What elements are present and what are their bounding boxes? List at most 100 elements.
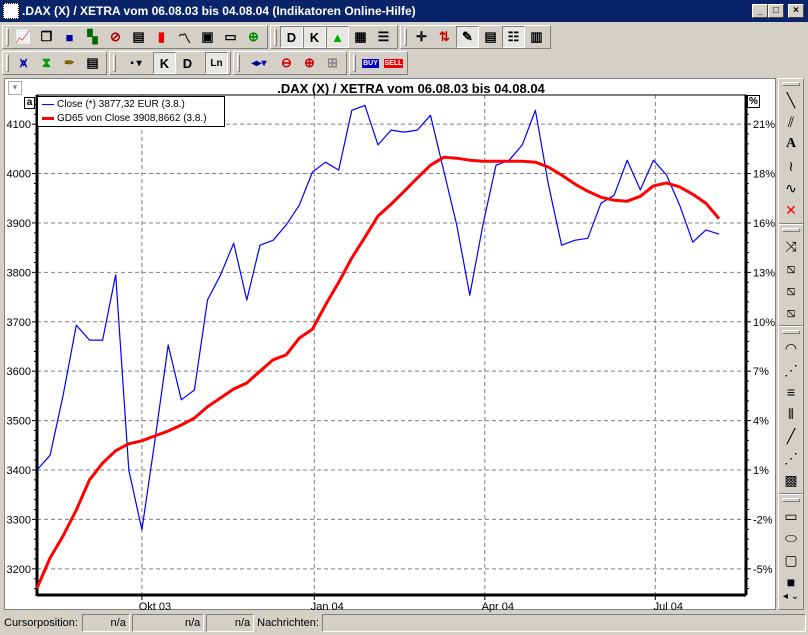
status-bar: Cursorposition: n/a n/a n/a Nachrichten:: [0, 612, 808, 634]
no-indicator-icon[interactable]: ⊘: [110, 29, 121, 44]
legend-swatch-blue: [42, 103, 54, 105]
indicator-icon[interactable]: ⩙: [19, 55, 28, 70]
filled-rect-icon[interactable]: ■: [786, 574, 796, 590]
triangle-icon[interactable]: ▲: [326, 26, 349, 48]
objects-icon[interactable]: ■: [65, 29, 74, 45]
point-style-dropdown[interactable]: ▪ ▾: [130, 57, 142, 69]
gd65-line: [35, 155, 721, 589]
zoom-in-icon[interactable]: ⊕: [304, 55, 315, 70]
messages-label: Nachrichten:: [257, 617, 319, 629]
crosshatch-icon[interactable]: ▩: [784, 471, 798, 488]
diagonal-line-icon[interactable]: ╱: [786, 427, 796, 444]
toolbar-group-chart-type: D K ▲ ▦ ☰: [270, 25, 398, 49]
toolbar-grip[interactable]: [782, 498, 800, 502]
app-icon[interactable]: [3, 3, 19, 19]
channel-e-icon[interactable]: ⧅: [786, 281, 796, 298]
crosshair-icon[interactable]: ✛: [416, 29, 427, 44]
add-chart-icon[interactable]: ⊕: [248, 29, 259, 44]
toolbar-grip[interactable]: [6, 54, 9, 72]
log-scale-button[interactable]: Ln: [205, 52, 228, 74]
close-line: [36, 104, 720, 531]
rounded-rect-icon[interactable]: ▢: [784, 551, 798, 568]
percent-scale-button[interactable]: %: [747, 95, 760, 108]
hourglass-icon[interactable]: ⧗: [41, 55, 52, 70]
chart-svg[interactable]: 3200 -5% 3300 -2% 3400 1% 3500 4% 3600 7% 3700 10% 3…: [0, 0, 778, 612]
daily-icon[interactable]: D: [280, 26, 303, 48]
toolbar-grip[interactable]: [782, 82, 800, 86]
lines-icon[interactable]: ☰: [377, 29, 390, 44]
new-chart-icon[interactable]: 📈: [15, 29, 32, 44]
toolbar-group-view: ▪ ▾ K D Ln: [109, 51, 231, 75]
gann-fan-icon[interactable]: ⋰: [784, 449, 798, 466]
properties-icon[interactable]: ▤: [86, 55, 99, 70]
zoom-out-icon[interactable]: ⊖: [281, 55, 292, 70]
chart-title: .DAX (X) / XETRA vom 06.08.03 bis 04.08.…: [277, 81, 545, 96]
maximize-button[interactable]: □: [768, 4, 784, 18]
sell-button[interactable]: SELL: [382, 52, 405, 74]
text-tool-icon[interactable]: A: [785, 136, 797, 151]
line-tool-icon[interactable]: ╲: [786, 91, 796, 108]
y2-tick-label: 18%: [753, 169, 775, 181]
y-tick-label: 4000: [7, 169, 31, 181]
bar-chart-icon[interactable]: ▮: [157, 29, 166, 44]
panel-icon[interactable]: ▥: [530, 29, 543, 44]
candle-k-button[interactable]: K: [153, 52, 176, 74]
windows-icon[interactable]: ❐: [40, 29, 53, 44]
toolbar-grip[interactable]: [353, 54, 356, 72]
y2-tick-label: -2%: [753, 514, 773, 526]
legend-swatch-red: [42, 116, 54, 120]
scroll-range-dropdown[interactable]: ◂▸▾: [251, 57, 267, 69]
pencil-icon[interactable]: ✎: [456, 26, 479, 48]
rectangle-icon[interactable]: ▭: [784, 507, 798, 524]
cursor-field-3: n/a: [206, 614, 255, 632]
toolbar-grip[interactable]: [113, 54, 116, 72]
y-tick-label: 3500: [7, 416, 31, 428]
minimize-button[interactable]: _: [752, 4, 768, 18]
certificate-icon[interactable]: ▣: [201, 29, 214, 44]
arrows-icon[interactable]: ⇅: [439, 29, 450, 44]
y-tick-label: 3600: [7, 366, 31, 378]
grid-icon[interactable]: ▦: [354, 29, 367, 44]
window-title: .DAX (X) / XETRA vom 06.08.03 bis 04.08.…: [22, 4, 416, 18]
tree-icon[interactable]: ▚: [87, 29, 98, 44]
ellipse-icon[interactable]: ⬭: [785, 529, 797, 546]
toolbar-scroll-arrows[interactable]: ◂ ⌄: [782, 590, 800, 602]
parallel-lines-icon[interactable]: ⫽: [787, 113, 795, 130]
fit-icon[interactable]: ⊞: [327, 55, 338, 70]
vertical-lines-icon[interactable]: ⦀: [787, 405, 795, 422]
x-tick-label: Okt 03: [139, 601, 171, 612]
channel-icon[interactable]: ⧅: [786, 303, 796, 320]
cursor-field-2: n/a: [131, 614, 205, 632]
toolbar-grip[interactable]: [237, 54, 240, 72]
toolbar-grip[interactable]: [782, 228, 800, 232]
freehand-icon[interactable]: ≀: [788, 157, 794, 174]
channel-g-icon[interactable]: ⧅: [786, 259, 796, 276]
absolute-scale-button[interactable]: a: [24, 97, 35, 109]
buy-label: BUY: [362, 58, 379, 68]
toolbar-grip[interactable]: [404, 28, 407, 46]
arcs-icon[interactable]: ◠: [784, 339, 798, 356]
legend[interactable]: Close (*) 3877,32 EUR (3.8.) GD65 von Cl…: [37, 96, 225, 127]
line-chart-icon[interactable]: 〽: [177, 30, 191, 46]
legend-list-icon[interactable]: ☷: [502, 26, 525, 48]
cards-icon[interactable]: ▭: [224, 29, 237, 44]
buy-button[interactable]: BUY: [359, 52, 382, 74]
sine-icon[interactable]: ∿: [785, 179, 797, 196]
fan-icon[interactable]: ⋰: [784, 361, 798, 378]
candle-icon[interactable]: K: [303, 26, 326, 48]
horizontal-lines-icon[interactable]: ≡: [786, 384, 796, 400]
chart-menu-button[interactable]: ▾: [8, 81, 22, 95]
title-bar: .DAX (X) / XETRA vom 06.08.03 bis 04.08.…: [0, 0, 808, 22]
toolbar-grip[interactable]: [782, 330, 800, 334]
x-tick-label: Jul 04: [654, 601, 683, 612]
y2-tick-label: 21%: [753, 119, 775, 131]
toolbar-grip[interactable]: [274, 28, 277, 46]
marker-icon[interactable]: ✒: [64, 55, 75, 70]
delete-icon[interactable]: ✕: [785, 201, 797, 218]
toolbar-grip[interactable]: [6, 28, 9, 46]
daily-d-button[interactable]: D: [182, 55, 193, 71]
table-icon[interactable]: ▤: [132, 29, 145, 44]
fibonacci-icon[interactable]: ⤨: [785, 237, 797, 254]
text-doc-icon[interactable]: ▤: [484, 29, 497, 44]
close-button[interactable]: ×: [788, 4, 804, 18]
